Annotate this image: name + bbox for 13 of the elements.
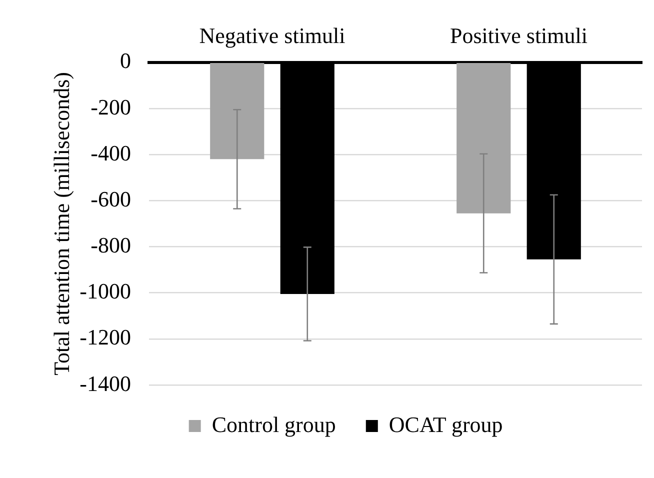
y-tick-label: -800 xyxy=(90,232,131,258)
y-tick-label: -600 xyxy=(90,186,131,212)
y-axis-title: Total attention time (milliseconds) xyxy=(48,72,74,376)
x-tick-label: Negative stimuli xyxy=(199,22,346,48)
y-tick-label: -1000 xyxy=(80,278,131,304)
legend-label: Control group xyxy=(212,412,336,437)
y-tick-label: -200 xyxy=(90,94,131,120)
y-tick-label: -1400 xyxy=(80,370,131,396)
y-tick-label: -1200 xyxy=(80,324,131,350)
y-tick-label: -400 xyxy=(90,140,131,166)
x-tick-label: Positive stimuli xyxy=(450,22,588,48)
y-tick-label: 0 xyxy=(120,48,131,74)
legend-label: OCAT group xyxy=(388,412,503,437)
